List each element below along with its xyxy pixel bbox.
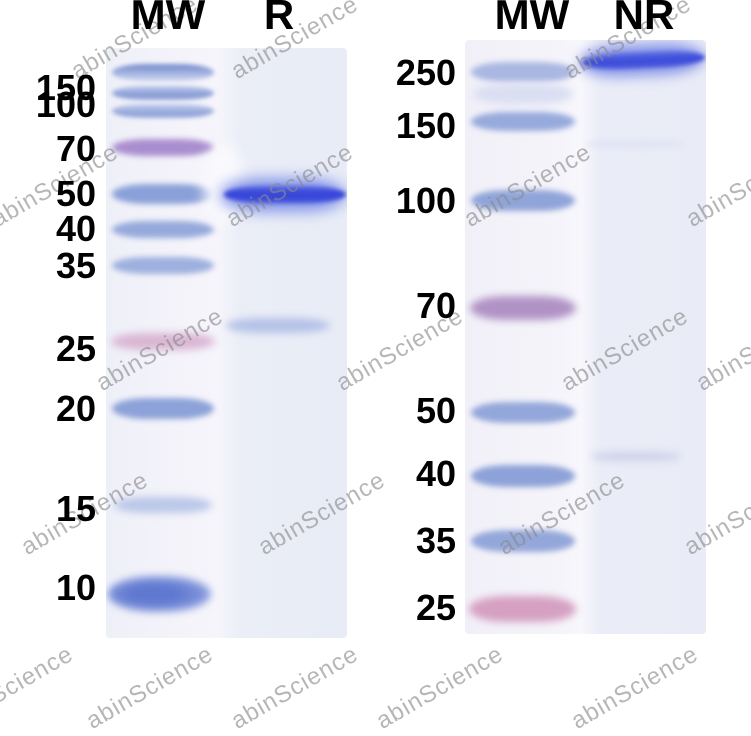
ladder-band-35 [471, 530, 575, 552]
ladder-band-70 [470, 296, 576, 320]
mw-label-50: 50 [55, 173, 96, 214]
mw-label-35: 35 [55, 245, 96, 286]
mw-label-150: 150 [35, 67, 96, 108]
mw-label-40: 40 [55, 208, 96, 249]
mw-label-70: 70 [55, 128, 96, 169]
ladder-band [112, 64, 214, 81]
mw-label-50: 50 [415, 390, 456, 431]
lane-header-mw-left: MW [130, 0, 206, 38]
mw-label-25: 25 [55, 328, 96, 369]
ladder-band-40 [112, 221, 214, 238]
ladder-band-40 [471, 465, 575, 487]
watermark-text: abinScience [371, 640, 508, 735]
lane-header-nr: NR [613, 0, 675, 38]
ladder-band-25 [111, 333, 215, 350]
ladder-band-35 [112, 257, 214, 274]
sample-band-faint [226, 318, 330, 333]
mw-label-35: 35 [415, 520, 456, 561]
ladder-band-15 [114, 497, 212, 513]
ladder-band-100 [471, 190, 575, 211]
mw-label-100: 100 [395, 180, 456, 221]
watermark-text: abinScience [566, 640, 703, 735]
mw-label-15: 15 [55, 488, 96, 529]
ladder-band-250 [471, 62, 575, 82]
watermark-text: abinScience [81, 640, 218, 735]
watermark-text: abinScience [226, 640, 363, 735]
ladder-band-smear [473, 84, 573, 104]
sample-band [224, 186, 346, 203]
ladder-band-70 [112, 139, 214, 156]
ladder-band-150 [471, 112, 575, 131]
lane-header-mw-right: MW [494, 0, 570, 38]
ladder-band-10 [108, 576, 211, 612]
gel-image-reduced [106, 48, 347, 638]
faint-smudge [591, 452, 681, 461]
ladder-band-100 [112, 104, 214, 118]
ladder-band-50 [471, 402, 575, 423]
mw-label-20: 20 [55, 388, 96, 429]
ladder-band-150 [112, 86, 214, 100]
ladder-band-50 [112, 184, 214, 204]
ladder-band-20 [112, 398, 214, 419]
mw-label-150: 150 [395, 105, 456, 146]
mw-label-10: 10 [55, 567, 96, 608]
lane-header-r: R [263, 0, 295, 38]
watermark-text: abinScience [0, 640, 78, 735]
ladder-band-25 [469, 596, 576, 622]
faint-line [585, 141, 685, 147]
mw-label-40: 40 [415, 453, 456, 494]
gel-image-nonreduced [465, 40, 706, 634]
mw-label-100: 100 [35, 84, 96, 125]
mw-label-25: 25 [415, 587, 456, 628]
mw-label-70: 70 [415, 285, 456, 326]
mw-label-250: 250 [395, 52, 456, 93]
